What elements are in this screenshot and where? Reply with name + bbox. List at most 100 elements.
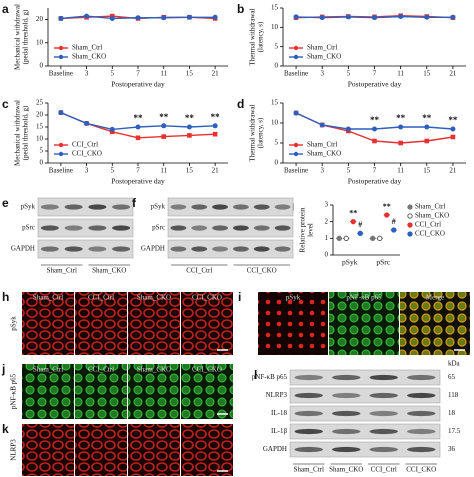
row-label: GAPDH [141,245,165,253]
row-label: GAPDH [11,245,35,253]
blot-band [88,204,107,210]
blot-band [212,225,228,231]
panel-letter: b [237,2,244,16]
data-point [212,131,218,137]
blot-band [369,446,398,453]
y-axis-label: (pedal threshold, g) [22,105,30,160]
legend-marker [293,151,299,157]
blot-band [112,246,131,252]
blot-strip [37,239,134,259]
image-label: pSyk [286,294,301,302]
micrograph [75,364,127,419]
panel-letter: j [1,362,5,376]
data-point [350,219,356,225]
blot-band [294,428,323,435]
data-point [84,120,90,126]
y-tick-label: 10 [271,23,279,31]
blot-band [369,428,398,435]
image-label: CCI_CKO [192,366,222,374]
micrograph [329,292,399,355]
blot-band [191,246,208,252]
y-tick-label: 0 [275,159,279,167]
kda-label: 18 [448,409,456,417]
y-axis-label: Mechanical withdrawal [14,4,22,70]
row-label: GAPDH [263,445,287,453]
data-point [345,126,351,132]
data-point [135,15,141,21]
data-point [84,13,90,19]
data-point [450,14,456,20]
blot-band [170,246,187,252]
x-axis-label: Postoperative day [348,177,402,186]
micrograph [400,292,470,355]
data-point [398,14,404,20]
y-tick-label: 15 [271,99,279,107]
y-axis-label: (pedal threshold, g) [22,9,30,64]
row-label: IL-18 [271,409,287,417]
data-point [212,123,218,129]
row-label: NLRP3 [266,391,288,399]
blot-band [170,204,187,210]
annotation: ** [349,208,357,217]
y-tick-label: 5 [275,42,279,50]
x-tick-label: 15 [423,167,431,175]
x-tick-label: 7 [373,70,377,78]
x-tick-label: pSrc [376,258,390,267]
legend-label: Sham_CKO [72,53,106,61]
legend-label: Sham_Ctrl [307,44,337,52]
y-axis-label: Thermal withdrawal [249,8,257,65]
data-point [186,124,192,130]
legend-marker [58,54,64,60]
blot-band [369,392,398,399]
y-tick-label: 0 [40,159,44,167]
blot-band [112,204,131,210]
data-point [391,227,397,233]
micrograph [181,292,233,355]
annotation: ** [211,112,221,122]
panel-letter: f [132,196,137,210]
image-label: Sham_Ctrl [33,366,63,374]
data-point [135,135,141,141]
y-tick-label: 2 [325,217,329,225]
blot-band [369,374,398,381]
legend-label: Sham_CKO [307,53,341,61]
blot-band [233,225,249,231]
x-tick-label: 5 [347,167,351,175]
panel-letter: i [238,290,241,304]
data-point [372,126,377,132]
y-axis-label: Thermal withdrawal [249,104,257,161]
x-tick-label: 7 [136,70,140,78]
data-point [424,14,430,20]
x-tick-label: 11 [397,70,404,78]
row-label: pSyk [10,316,18,331]
group-label: CCI_Ctrl [371,466,397,474]
panel-letter: a [2,2,9,16]
annotation: ** [448,115,458,125]
data-point [450,126,456,132]
blot-band [64,225,83,231]
blot-band [274,225,291,231]
panel-letter: l [254,368,257,382]
row-label: IL-1β [271,427,287,435]
data-point [187,133,192,138]
annotation: ** [422,113,432,123]
blot-strip [167,218,294,238]
blot-band [88,225,107,231]
blot-band [170,225,187,231]
data-point [377,235,383,241]
legend-marker [58,142,64,148]
data-point [398,140,403,146]
micrograph [128,292,180,355]
annotation: ** [370,115,380,125]
x-tick-label: 5 [111,70,115,78]
x-tick-label: 15 [423,70,431,78]
blot-band [274,246,291,252]
blot-band [253,225,270,231]
blot-band [274,204,291,210]
legend-marker [293,142,299,148]
blot-strip [289,423,441,440]
annotation: ** [134,113,144,123]
data-point [293,110,299,116]
image-label: CCI_CKO [192,294,222,302]
group-label: CCI_CKO [406,466,436,474]
